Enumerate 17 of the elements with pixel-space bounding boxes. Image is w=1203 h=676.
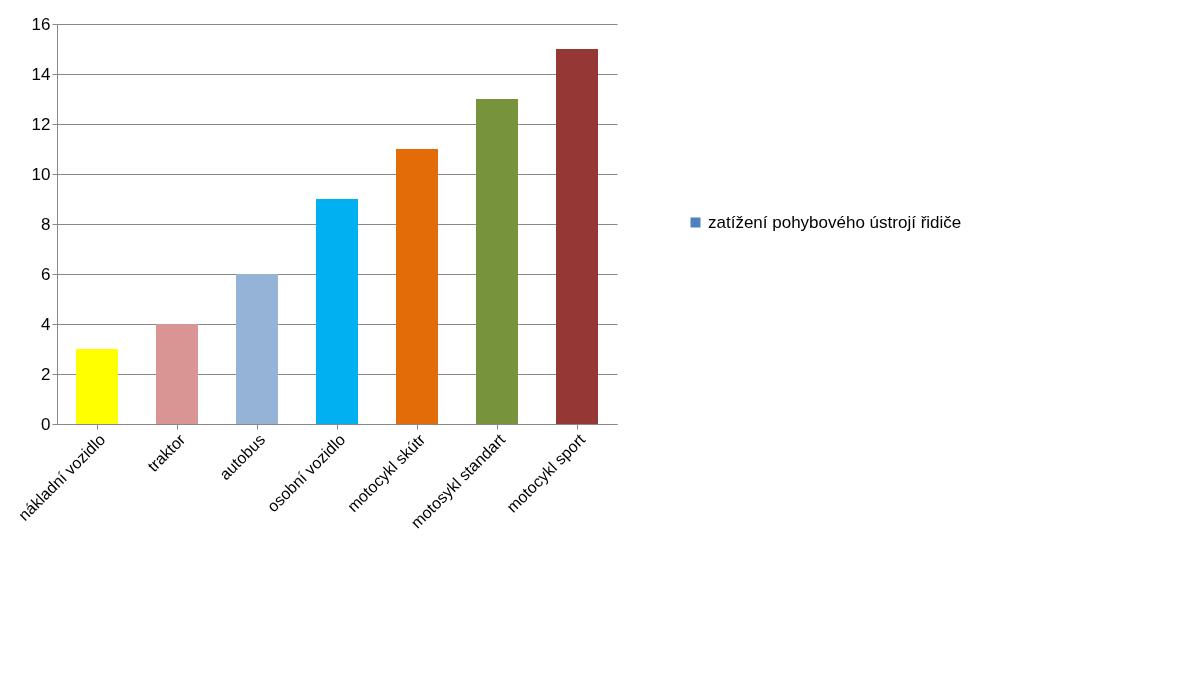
y-tick-label: 14 <box>31 64 51 84</box>
y-tick-label: 8 <box>41 214 51 234</box>
bar <box>476 99 518 424</box>
y-tick-label: 2 <box>41 364 51 384</box>
y-tick-label: 10 <box>31 164 51 184</box>
y-tick-label: 12 <box>31 114 51 134</box>
bar <box>156 324 198 424</box>
bar <box>396 149 438 424</box>
y-tick-label: 4 <box>41 314 51 334</box>
y-tick-label: 6 <box>41 264 51 284</box>
bar <box>556 49 598 424</box>
bar <box>236 274 278 424</box>
y-tick-label: 0 <box>41 414 51 434</box>
bar <box>316 199 358 424</box>
bar <box>76 349 118 424</box>
text: zatížení pohybového ústrojí řidiče <box>708 212 962 232</box>
y-tick-label: 16 <box>31 14 51 34</box>
